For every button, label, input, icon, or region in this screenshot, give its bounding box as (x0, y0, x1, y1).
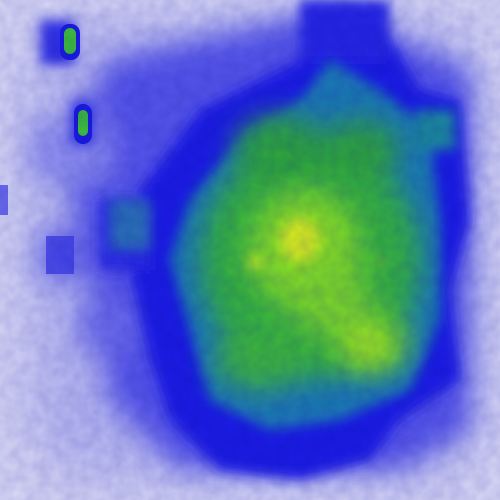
heatmap-image (0, 0, 500, 500)
texture-overlay (0, 0, 500, 500)
heatmap-viewer (0, 0, 500, 500)
